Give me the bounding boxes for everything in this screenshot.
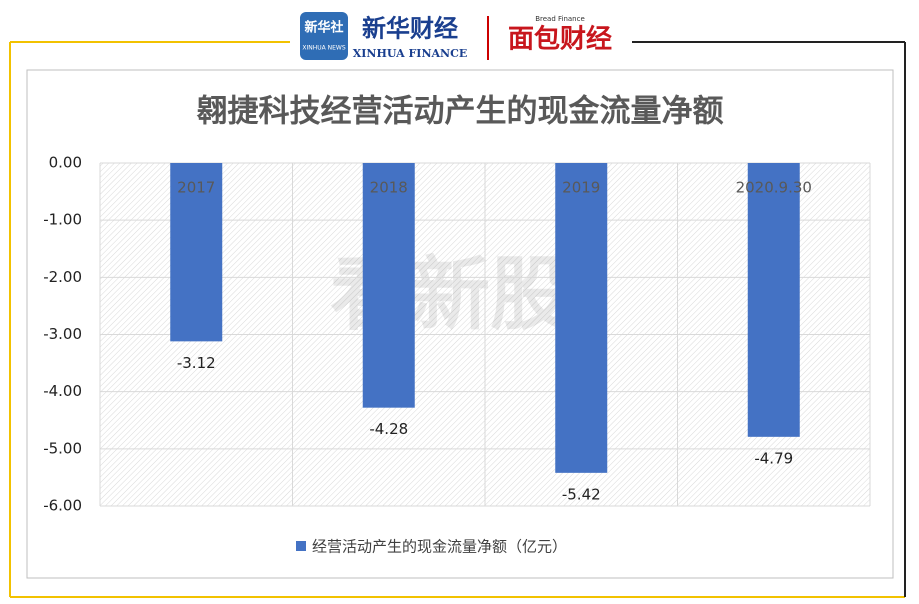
partner-en: Bread Finance: [535, 15, 585, 23]
brand-en: XINHUA FINANCE: [353, 47, 468, 60]
y-tick-label: -3.00: [43, 325, 82, 343]
y-tick-label: -5.00: [43, 439, 82, 457]
agency: 新华社: [304, 20, 343, 36]
y-tick-label: -4.00: [43, 382, 82, 400]
bar: [170, 163, 223, 342]
value-label: -3.12: [177, 354, 216, 372]
header-logos: 新华社 XINHUA NEWS 新华财经 XINHUA FINANCE Brea…: [300, 12, 612, 60]
y-tick-label: -2.00: [43, 268, 82, 286]
x-tick-label: 2018: [370, 179, 408, 197]
bar: [555, 163, 608, 473]
brand: 新华财经: [362, 14, 458, 43]
bar: [747, 163, 800, 437]
y-tick-label: -6.00: [43, 497, 82, 515]
y-tick-label: -1.00: [43, 211, 82, 229]
value-label: -4.28: [369, 420, 408, 438]
partner: 面包财经: [508, 24, 612, 55]
value-label: -5.42: [562, 485, 601, 503]
legend-label: 经营活动产生的现金流量净额（亿元）: [312, 538, 567, 556]
chart-title: 翱捷科技经营活动产生的现金流量净额: [197, 94, 724, 130]
y-tick-label: 0.00: [49, 154, 82, 172]
x-tick-label: 2019: [562, 179, 600, 197]
bar: [362, 163, 415, 408]
agency-en: XINHUA NEWS: [302, 45, 345, 52]
x-tick-label: 2017: [177, 179, 215, 197]
legend-swatch: [296, 541, 306, 551]
value-label: -4.79: [754, 449, 793, 467]
x-tick-label: 2020.9.30: [736, 179, 812, 197]
